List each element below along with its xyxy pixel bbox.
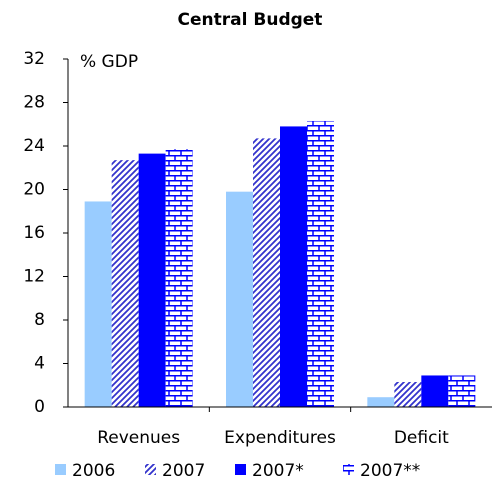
axis-annotation: % GDP: [80, 52, 138, 72]
y-tick-label: 16: [23, 223, 45, 243]
x-tick-label: Deficit: [394, 428, 449, 448]
bar: [421, 375, 449, 407]
bar: [307, 120, 334, 408]
bar: [367, 397, 395, 407]
y-tick-label: 32: [23, 49, 45, 69]
y-tick-label: 8: [34, 310, 45, 330]
bar: [394, 381, 422, 407]
bar: [226, 191, 253, 407]
legend-swatch: [55, 464, 66, 475]
y-tick-label: 24: [23, 136, 45, 156]
bar: [165, 149, 193, 407]
y-tick-label: 4: [34, 354, 45, 374]
bar: [280, 126, 307, 408]
bar: [84, 201, 112, 407]
y-tick-label: 20: [23, 180, 45, 200]
legend-swatch: [145, 464, 156, 475]
chart-title: Central Budget: [178, 10, 323, 30]
legend-swatch: [343, 464, 354, 475]
legend-label: 2007*: [252, 461, 304, 481]
legend-swatch: [235, 464, 246, 475]
y-tick-label: 0: [34, 397, 45, 417]
y-tick-label: 12: [23, 267, 45, 287]
bar: [138, 153, 166, 407]
x-tick-label: Expenditures: [224, 428, 336, 448]
bar: [253, 138, 280, 407]
y-tick-label: 28: [23, 93, 45, 113]
x-tick-label: Revenues: [97, 428, 180, 448]
bar: [448, 375, 476, 407]
legend-label: 2006: [72, 461, 115, 481]
legend-label: 2007: [162, 461, 205, 481]
bar: [111, 160, 139, 407]
legend-label: 2007**: [360, 461, 420, 481]
